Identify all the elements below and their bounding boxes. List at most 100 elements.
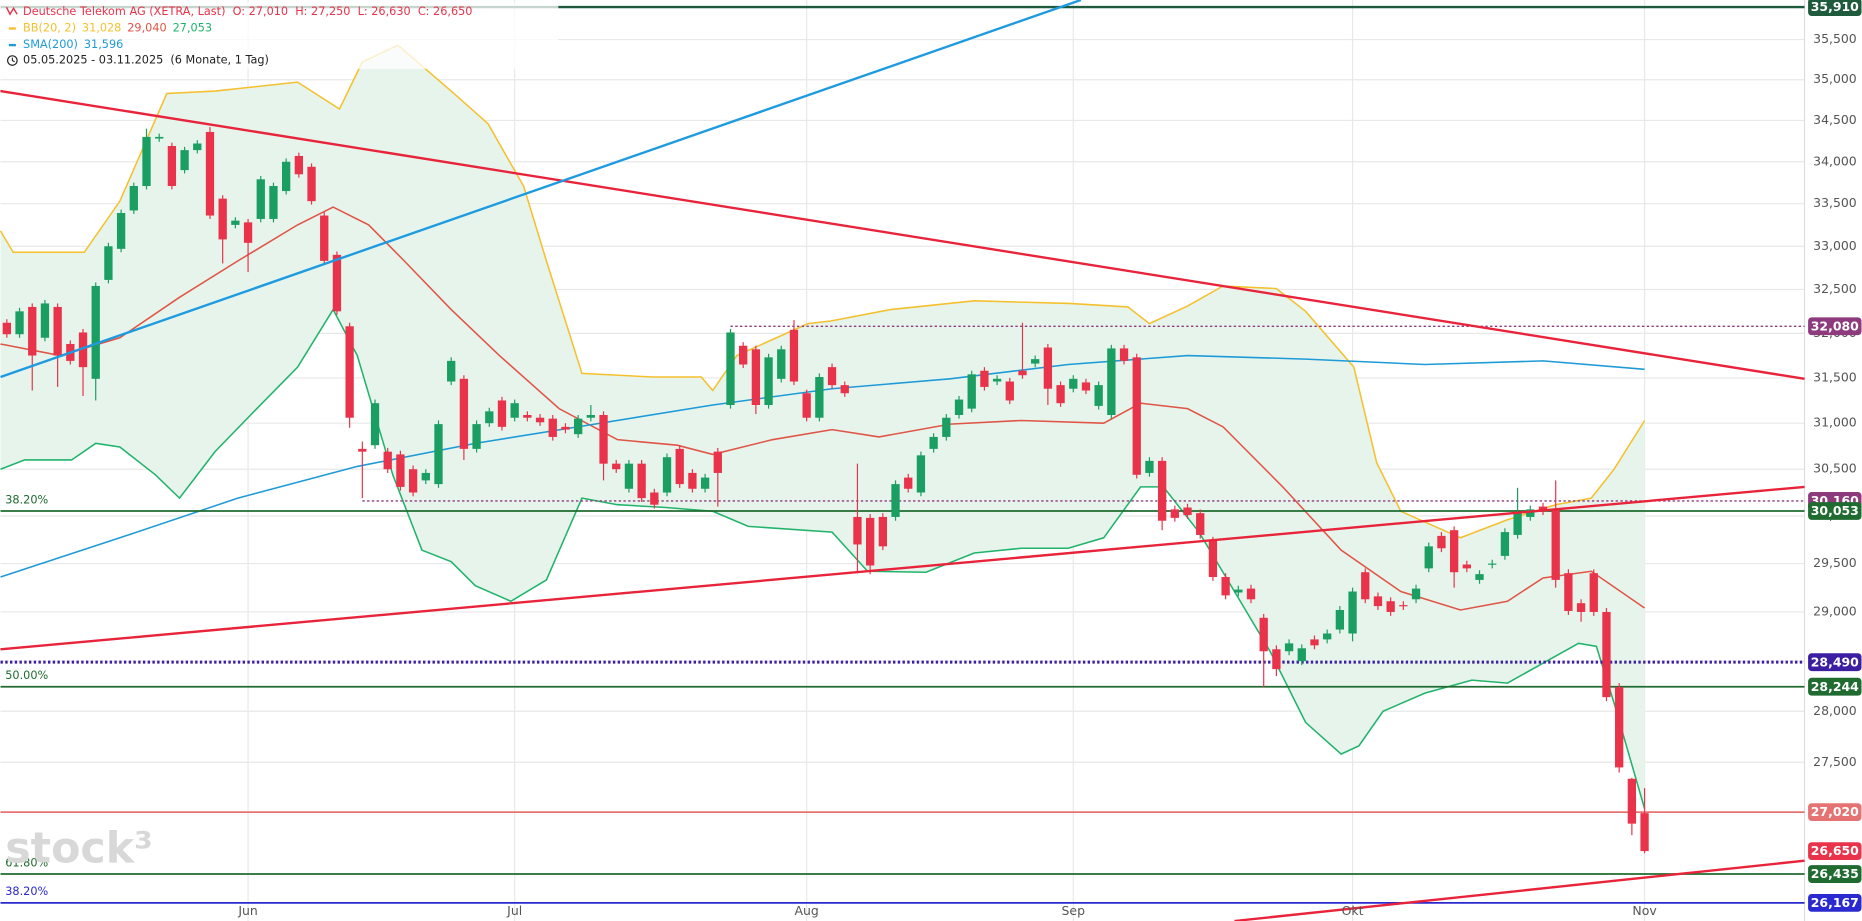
candle-body	[1488, 563, 1497, 565]
candle-body	[1615, 687, 1624, 768]
legend-icon	[5, 6, 18, 16]
y-tick-label: 29,500	[1813, 555, 1857, 570]
legend-bb-value: 29,040	[127, 21, 166, 34]
candle-body	[612, 463, 621, 470]
legend-sma: SMA(200) 31,596	[23, 38, 123, 51]
candle-body	[700, 477, 710, 489]
candle-body	[942, 417, 951, 437]
candle-body	[15, 311, 24, 335]
candle-body	[28, 306, 37, 356]
fib-label: 38.20%	[5, 493, 48, 506]
candle-body	[954, 399, 964, 415]
candle-body	[1259, 617, 1268, 652]
candle-body	[1551, 509, 1560, 580]
y-tick-label: 30,500	[1813, 461, 1857, 476]
candle-body	[510, 403, 519, 418]
legend-bb: BB(20, 2) 31,028 29,040 27,053	[23, 21, 212, 34]
candle-body	[1043, 347, 1053, 389]
level-label-box	[1808, 317, 1862, 336]
x-tick-label: Aug	[795, 903, 819, 918]
candle-body	[1576, 603, 1586, 612]
candle-body	[332, 254, 342, 312]
candle-body	[624, 463, 634, 489]
fib-label: 38.20%	[5, 885, 48, 898]
candle-body	[1513, 512, 1522, 535]
level-label: 35,910	[1811, 0, 1859, 14]
candle-body	[789, 329, 799, 382]
candle-body	[1475, 574, 1484, 580]
candle-body	[142, 136, 151, 187]
candle-body	[2, 322, 12, 335]
trendline	[0, 0, 1082, 379]
candle-body	[53, 306, 62, 356]
candle-body	[599, 414, 608, 464]
fib-label: 61.80%	[5, 856, 48, 869]
candle-body	[535, 417, 545, 423]
candle-body	[205, 131, 215, 216]
candle-body	[1183, 507, 1192, 516]
x-tick-label: Sep	[1062, 903, 1086, 918]
legend-sma-value: 31,596	[84, 38, 123, 51]
candle-body	[523, 414, 532, 418]
candle-body	[167, 145, 177, 187]
candle-body	[675, 448, 684, 485]
y-tick-label: 32,500	[1813, 281, 1857, 296]
candle-body	[1589, 573, 1598, 612]
legend-range: 05.05.2025 - 03.11.2025 (6 Monate, 1 Tag)	[23, 54, 269, 67]
candle-body	[1399, 605, 1408, 607]
candle-body	[1196, 513, 1205, 535]
indicator-line	[0, 206, 1645, 611]
candle-body	[1221, 577, 1230, 596]
candle-body	[383, 451, 392, 470]
legend-ohlc: O: 27,010	[233, 5, 288, 18]
candle-body	[726, 332, 735, 405]
candle-body	[1310, 639, 1319, 646]
legend-ohlc: L: 26,630	[358, 5, 411, 18]
candle-body	[1157, 460, 1167, 521]
candle-body	[40, 303, 50, 338]
legend-range-dates: 05.05.2025 - 03.11.2025	[23, 54, 163, 67]
level-label-box	[1808, 893, 1862, 912]
candle-body	[1119, 348, 1129, 361]
legend-name: Deutsche Telekom AG (XETRA, Last)	[23, 5, 225, 18]
candle-body	[853, 516, 862, 545]
candle-body	[1018, 370, 1027, 376]
candle-body	[1081, 382, 1091, 391]
level-label: 28,244	[1811, 679, 1859, 694]
legend-bg	[0, 2, 559, 69]
candle-body	[1627, 778, 1637, 824]
candle-body	[129, 186, 138, 211]
candle-body	[1424, 546, 1433, 569]
candle-body	[1069, 378, 1078, 389]
candle-body	[1246, 588, 1256, 600]
y-tick-label: 31,000	[1813, 415, 1857, 430]
candle-body	[1373, 596, 1383, 607]
legend-ohlc: H: 27,250	[295, 5, 350, 18]
trendline	[0, 485, 1805, 651]
candle-body	[1272, 649, 1281, 670]
candle-body	[180, 150, 189, 171]
candle-body	[878, 516, 887, 547]
candle-body	[1411, 588, 1421, 600]
indicator-line	[0, 308, 1646, 809]
legend-title: Deutsche Telekom AG (XETRA, Last) O: 27,0…	[23, 5, 472, 18]
candle-body	[345, 326, 354, 418]
y-tick-label: 27,500	[1813, 754, 1857, 769]
candle-body	[1284, 643, 1294, 652]
candle-body	[231, 220, 240, 225]
candle-body	[243, 222, 253, 243]
candle-body	[408, 469, 418, 493]
candle-body	[104, 246, 113, 280]
indicator-line	[0, 354, 1645, 578]
level-label-box	[1808, 653, 1862, 672]
candle-body	[980, 370, 989, 387]
candle-body	[1094, 385, 1103, 406]
candle-body	[1234, 589, 1243, 593]
level-label: 26,435	[1811, 866, 1859, 881]
candle-body	[1145, 460, 1154, 473]
candle-body	[1005, 381, 1014, 401]
candle-body	[967, 374, 976, 409]
level-label-box	[1808, 865, 1862, 883]
